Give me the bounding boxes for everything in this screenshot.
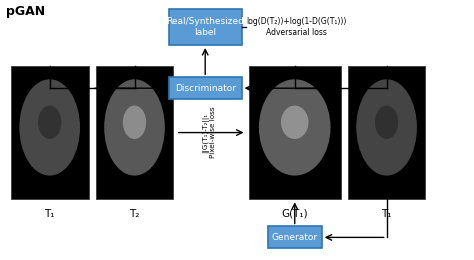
Ellipse shape: [123, 106, 146, 139]
FancyBboxPatch shape: [348, 66, 426, 199]
Text: G(T₁): G(T₁): [282, 209, 308, 219]
Ellipse shape: [259, 79, 330, 176]
Ellipse shape: [281, 106, 309, 139]
Ellipse shape: [38, 106, 61, 139]
Text: T₁: T₁: [45, 209, 55, 219]
FancyBboxPatch shape: [11, 66, 89, 199]
Text: log(D(T₂))+log(1-D(G(T₁)))
Adversarial loss: log(D(T₂))+log(1-D(G(T₁))) Adversarial l…: [246, 17, 347, 37]
Text: Discriminator: Discriminator: [175, 84, 236, 93]
Text: ||G(T₁)-T₂||₁
Pixel-wise loss: ||G(T₁)-T₂||₁ Pixel-wise loss: [202, 107, 216, 158]
Ellipse shape: [375, 106, 398, 139]
Ellipse shape: [104, 79, 165, 176]
FancyBboxPatch shape: [249, 66, 341, 199]
Text: Generator: Generator: [272, 233, 318, 242]
FancyBboxPatch shape: [268, 226, 322, 248]
Text: pGAN: pGAN: [6, 5, 45, 18]
Ellipse shape: [19, 79, 80, 176]
FancyBboxPatch shape: [169, 77, 242, 99]
Ellipse shape: [356, 79, 417, 176]
Text: T₁: T₁: [382, 209, 392, 219]
FancyBboxPatch shape: [96, 66, 173, 199]
Text: T₂: T₂: [129, 209, 140, 219]
FancyBboxPatch shape: [169, 9, 242, 45]
Text: Real/Synthesized
label: Real/Synthesized label: [166, 17, 244, 37]
